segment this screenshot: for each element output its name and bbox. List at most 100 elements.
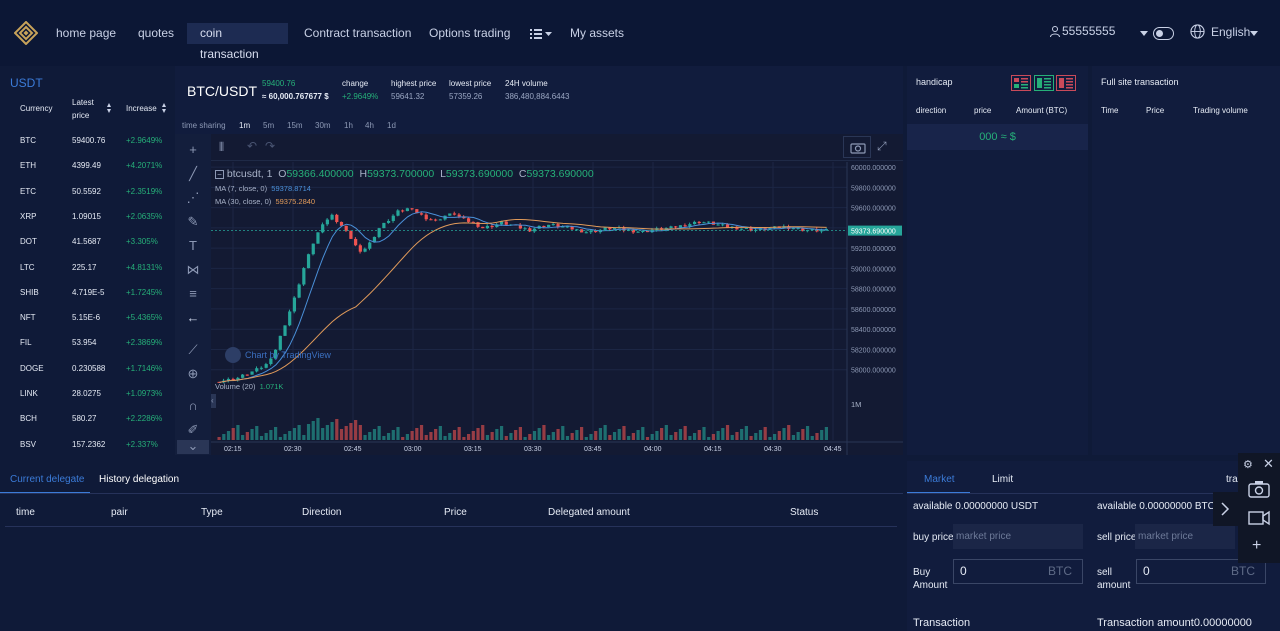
nav-home-page[interactable]: home page — [56, 26, 117, 40]
sort-increase-icon[interactable] — [162, 103, 167, 113]
tf-30m[interactable]: 30m — [315, 121, 331, 130]
market-row-doge[interactable]: DOGE 0.230588 +1.7146% — [0, 356, 167, 381]
add-icon[interactable]: + — [1252, 537, 1262, 554]
candle-type-icon[interactable]: ⫴ — [219, 140, 225, 154]
tf-1h[interactable]: 1h — [344, 121, 353, 130]
undo-icon[interactable]: ↶ — [247, 139, 258, 153]
market-row-bsv[interactable]: BSV 157.2362 +2.337% — [0, 432, 167, 457]
brush-icon[interactable]: ✎ — [187, 214, 199, 229]
volume-bar — [321, 428, 325, 440]
back-arrow-icon[interactable]: ← — [186, 310, 200, 325]
tf-time-sharing[interactable]: time sharing — [182, 121, 226, 130]
ma30-line — [219, 218, 827, 383]
pitchfork-icon[interactable]: ⋰ — [186, 190, 200, 205]
collapse-legend-icon[interactable]: − — [215, 170, 224, 179]
sort-price-icon[interactable] — [107, 103, 112, 113]
market-row-nft[interactable]: NFT 5.15E-6 +5.4365% — [0, 305, 167, 330]
candle-body — [532, 228, 537, 232]
tf-5m[interactable]: 5m — [263, 121, 275, 130]
volume-bar — [669, 435, 673, 440]
language-selector[interactable]: English — [1190, 24, 1250, 39]
float-expand-button[interactable] — [1213, 492, 1238, 526]
candle-body — [612, 227, 617, 230]
chart-area[interactable]: ⫴ ↶ ↷ ⤢ 60000.000000 59800.000000 59600.00… — [211, 134, 903, 455]
tab-extra[interactable]: tra — [1226, 474, 1238, 485]
coin-increase: +3.305% — [126, 237, 158, 247]
redo-icon[interactable]: ↷ — [265, 139, 276, 153]
volume-bar — [796, 432, 800, 440]
tf-15m[interactable]: 15m — [287, 121, 303, 130]
volume-bar — [645, 437, 650, 440]
magnet-icon[interactable]: ∩ — [188, 398, 198, 413]
zoom-in-icon[interactable]: ⊕ — [187, 366, 199, 381]
tf-4h[interactable]: 4h — [365, 121, 374, 130]
fullscreen-icon[interactable]: ⤢ — [877, 139, 887, 153]
market-row-btc[interactable]: BTC 59400.76 +2.9649% — [0, 128, 167, 153]
market-row-etc[interactable]: ETC 50.5592 +2.3519% — [0, 179, 167, 204]
o-label: O — [278, 168, 287, 180]
user-account[interactable]: 55555555 — [1050, 24, 1115, 38]
tab-market[interactable]: Market — [924, 474, 955, 485]
market-row-shib[interactable]: SHIB 4.719E-5 +1.7245% — [0, 280, 167, 305]
chart-panel: BTC/USDT 59400.76 ≈ 60,000.767677 $ chan… — [175, 66, 903, 455]
volume-bar — [532, 431, 537, 440]
user-dropdown-icon[interactable] — [1140, 31, 1148, 36]
sell-amount-input[interactable]: 0 BTC — [1136, 559, 1266, 584]
orderbook-both-icon[interactable] — [1011, 75, 1031, 91]
market-row-dot[interactable]: DOT 41.5687 +3.305% — [0, 229, 167, 254]
coin-name: FIL — [20, 338, 32, 348]
sell-amount-label-2: amount — [1097, 580, 1131, 591]
camera-icon — [850, 143, 866, 154]
market-row-link[interactable]: LINK 28.0275 +1.0973% — [0, 381, 167, 406]
pattern-icon[interactable]: ⋈ — [186, 262, 200, 277]
crosshair-icon[interactable]: + — [189, 142, 197, 157]
market-row-xrp[interactable]: XRP 1.09015 +2.0635% — [0, 204, 167, 229]
market-row-eth[interactable]: ETH 4399.49 +4.2071% — [0, 153, 167, 178]
tab-current-delegate[interactable]: Current delegate — [10, 474, 85, 485]
collapse-toolbar-icon[interactable]: ‹ — [211, 394, 216, 408]
ruler-icon[interactable]: ⟋ — [188, 342, 198, 357]
candlestick-chart[interactable]: 60000.00000059800.00000059600.0000005940… — [211, 162, 903, 455]
volume-bar — [754, 433, 758, 440]
volume-bar — [429, 432, 433, 440]
tab-limit[interactable]: Limit — [992, 474, 1014, 485]
candle-body — [740, 228, 744, 230]
language-dropdown-icon[interactable] — [1250, 31, 1258, 36]
chevron-down-icon[interactable]: ⌄ — [177, 439, 209, 454]
record-video-icon[interactable] — [1248, 510, 1270, 526]
sell-price-input[interactable]: market price — [1135, 524, 1235, 549]
volume-bar — [561, 426, 565, 440]
close-icon[interactable]: ✕ — [1263, 456, 1274, 471]
pencil-lock-icon[interactable]: ✐ — [187, 422, 199, 437]
logo-icon[interactable] — [14, 21, 38, 45]
buy-amount-input[interactable]: 0 BTC — [953, 559, 1083, 584]
volume-bar — [485, 435, 490, 440]
market-row-bch[interactable]: BCH 580.27 +2.2286% — [0, 406, 167, 431]
volume-bar — [810, 436, 814, 440]
volume-bar — [711, 434, 716, 440]
tf-1d[interactable]: 1d — [387, 121, 396, 130]
camera-button[interactable] — [843, 136, 871, 158]
orderbook-buy-icon[interactable] — [1034, 75, 1054, 91]
nav-options-trading[interactable]: Options trading — [429, 26, 511, 40]
market-row-fil[interactable]: FIL 53.954 +2.3869% — [0, 330, 167, 355]
buy-price-input[interactable]: market price — [953, 524, 1083, 549]
theme-toggle[interactable] — [1153, 27, 1174, 40]
candle-body — [424, 214, 428, 220]
settings-gear-icon[interactable]: ⚙ — [1243, 459, 1253, 471]
nav-quotes[interactable]: quotes — [138, 26, 175, 40]
volume-legend-label: Volume (20) — [215, 382, 256, 391]
screenshot-icon[interactable] — [1248, 480, 1270, 498]
nav-my-assets[interactable]: My assets — [570, 26, 625, 40]
nav-contract-transaction[interactable]: Contract transaction — [304, 26, 412, 40]
market-row-ltc[interactable]: LTC 225.17 +4.8131% — [0, 255, 167, 280]
tab-history-delegation[interactable]: History delegation — [99, 474, 180, 485]
tf-1m[interactable]: 1m — [239, 121, 251, 130]
usdt-tab[interactable]: USDT — [10, 76, 43, 90]
text-tool-icon[interactable]: T — [189, 238, 197, 253]
nav-more-menu[interactable] — [516, 23, 556, 44]
fib-icon[interactable]: ≡ — [189, 286, 197, 301]
orderbook-sell-icon[interactable] — [1056, 75, 1076, 91]
nav-coin-transaction[interactable]: coin transaction — [187, 23, 288, 61]
trend-line-icon[interactable]: ╱ — [189, 166, 197, 181]
